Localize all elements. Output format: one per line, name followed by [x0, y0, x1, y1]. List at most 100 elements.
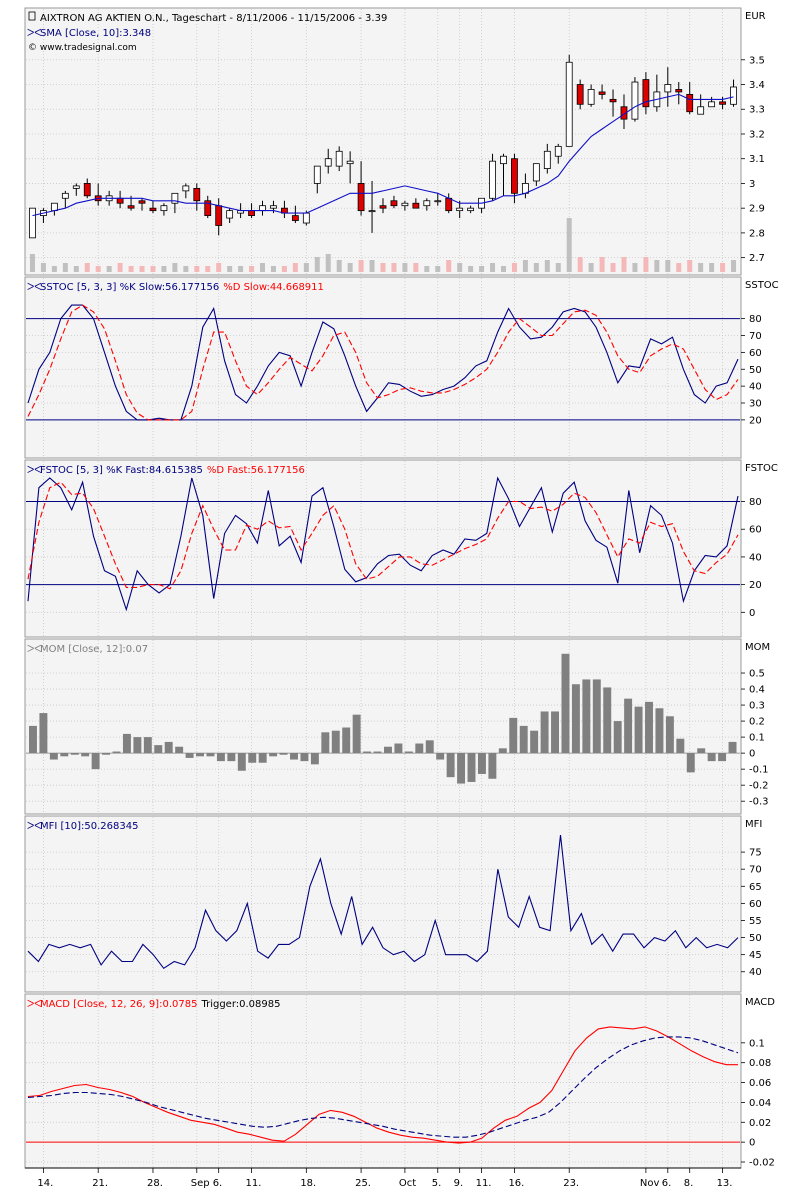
y-tick-label: 20	[749, 415, 762, 426]
momentum-bar	[310, 753, 319, 765]
candle-body	[390, 200, 398, 207]
momentum-bar	[603, 687, 612, 754]
x-tick-label: 6.	[662, 1178, 672, 1189]
x-tick-label: 25.	[355, 1178, 371, 1189]
volume-bar	[446, 260, 452, 272]
candle-body	[609, 98, 617, 103]
y-tick-label: -0.3	[749, 797, 769, 808]
volume-bar	[577, 257, 583, 272]
xx-icon: ᐳᐸ	[27, 820, 42, 832]
y-tick-label: 55	[749, 916, 762, 927]
y-tick-label: 60	[749, 525, 762, 536]
volume-bar	[665, 260, 671, 272]
momentum-bar	[645, 701, 653, 754]
axis-label: MACD	[745, 997, 775, 1008]
momentum-bar	[665, 716, 674, 754]
volume-bar	[303, 263, 309, 272]
sma-label: SMA [Close, 10]:3.348	[40, 28, 151, 39]
volume-bar	[216, 263, 222, 272]
xx-icon: ᐳᐸ	[27, 464, 42, 476]
candle-body	[675, 89, 683, 93]
indicator-label-2: %D Slow:44.668911	[223, 282, 324, 293]
x-tick-label: 14.	[37, 1178, 53, 1189]
momentum-bar	[697, 748, 706, 754]
series-line-2	[27, 1036, 739, 1138]
momentum-bar	[81, 753, 90, 757]
volume-bar	[687, 260, 693, 272]
y-tick-label: 3.4	[749, 80, 765, 91]
volume-bar	[292, 263, 298, 272]
momentum-bar	[300, 753, 309, 762]
momentum-bar	[102, 753, 111, 755]
y-tick-label: 3.1	[749, 154, 765, 165]
x-tick-label: 9.	[454, 1178, 464, 1189]
candle-body	[127, 205, 135, 209]
momentum-bar	[394, 743, 403, 754]
momentum-bar	[196, 753, 204, 757]
volume-bar	[161, 266, 167, 272]
axis-label: MFI	[745, 819, 762, 830]
series-line-2	[27, 481, 739, 590]
candle-body	[313, 165, 321, 184]
momentum-bar	[227, 753, 236, 762]
y-tick-label: 3.5	[749, 55, 765, 66]
y-tick-label: 0.1	[749, 1038, 765, 1049]
volume-bar	[424, 266, 430, 272]
candle-body	[532, 163, 540, 182]
x-tick-label: 28.	[147, 1178, 163, 1189]
x-tick-label: 11.	[476, 1178, 492, 1189]
volume-bar	[566, 218, 572, 272]
momentum-bar	[248, 753, 257, 763]
candle-body	[598, 91, 606, 95]
chart-title: AIXTRON AG AKTIEN O.N., Tageschart - 8/1…	[40, 13, 387, 24]
candle-body	[291, 215, 299, 221]
y-tick-label: 0	[749, 1138, 755, 1149]
x-tick-label: Nov	[640, 1178, 660, 1189]
volume-bar	[106, 266, 112, 272]
momentum-bar	[655, 708, 664, 754]
candle-body	[697, 106, 705, 115]
momentum-bar	[561, 653, 570, 754]
volume-bar	[511, 263, 517, 272]
volume-bar	[40, 263, 46, 272]
volume-bar	[128, 266, 134, 272]
momentum-bar	[258, 753, 267, 763]
candle-body	[456, 207, 464, 212]
y-tick-label: -0.2	[749, 781, 769, 792]
y-tick-label: 2.8	[749, 228, 765, 239]
y-tick-label: 50	[749, 365, 762, 376]
candle-body	[576, 84, 584, 105]
momentum-bar	[342, 727, 351, 754]
panel-price: 2.7 2.8 2.9 3 3.1 3.2 3.3 3.4 3.5 EUR	[24, 7, 766, 276]
volume-bar	[479, 266, 485, 272]
candle-body	[543, 150, 551, 170]
y-tick-label: 0.5	[749, 669, 765, 680]
momentum-bar	[91, 753, 100, 770]
volume-bar	[720, 263, 726, 272]
candle-body	[401, 202, 409, 207]
y-tick-label: 30	[749, 399, 762, 410]
candle-body	[160, 205, 168, 212]
indicator-label: MACD [Close, 12, 26, 9]:0.0785	[40, 999, 197, 1010]
momentum-bar	[384, 746, 392, 754]
y-tick-label: 50	[749, 933, 762, 944]
y-tick-label: 0	[749, 608, 755, 619]
momentum-bar	[404, 751, 413, 754]
momentum-bar	[488, 753, 497, 779]
candle-body	[324, 158, 332, 167]
volume-bar	[95, 266, 101, 272]
volume-bar	[435, 266, 441, 272]
panel-frame	[24, 815, 742, 993]
y-tick-label: 60	[749, 348, 762, 359]
volume-bar	[522, 260, 528, 272]
volume-bar	[62, 263, 68, 272]
y-tick-label: 3.2	[749, 129, 765, 140]
x-tick-label: 13.	[717, 1178, 733, 1189]
momentum-bar	[290, 753, 298, 760]
momentum-bar	[467, 753, 476, 782]
indicator-label: MOM [Close, 12]:0.07	[40, 644, 148, 655]
candle-body	[620, 106, 628, 120]
volume-bar	[468, 266, 474, 272]
indicator-label: FSTOC [5, 3] %K Fast:84.615385	[40, 465, 203, 476]
